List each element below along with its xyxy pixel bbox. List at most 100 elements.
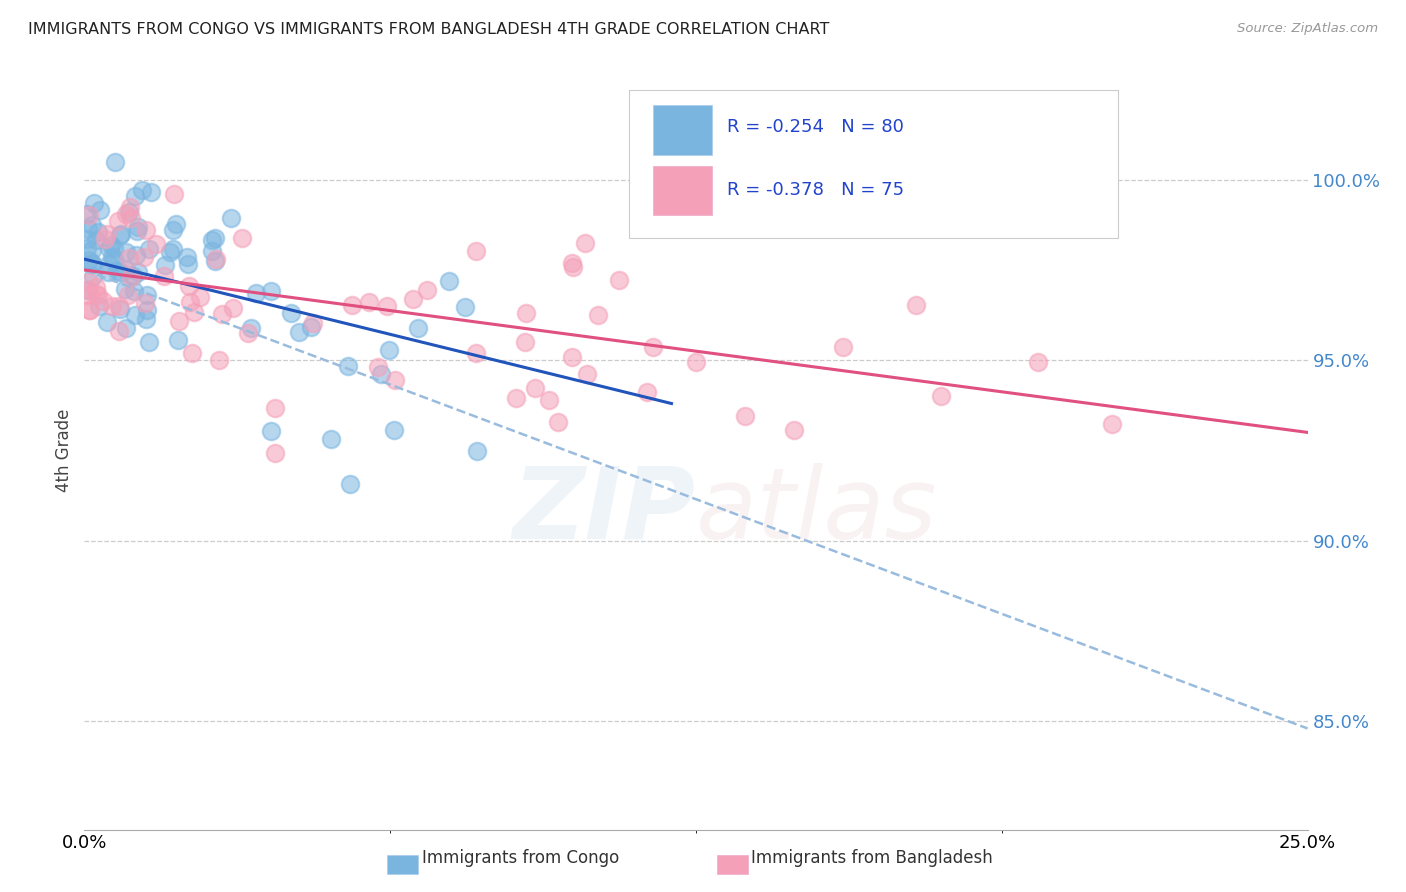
Point [260,285,283,299]
Point [299,320,322,334]
Text: R = -0.378   N = 75: R = -0.378 N = 75 [727,181,904,200]
Point [131,184,153,198]
Point [82,219,104,233]
Point [561,351,583,365]
Point [538,392,561,407]
Point [125,224,148,238]
Point [100,237,122,252]
Point [574,236,596,251]
Point [340,298,363,312]
Point [84,233,107,247]
Point [211,307,233,321]
Point [124,248,146,262]
Point [108,265,131,279]
Point [103,252,125,266]
Point [108,228,131,243]
Point [524,381,547,395]
Point [103,241,125,255]
Point [80,244,103,258]
Point [402,293,425,307]
Point [245,285,267,300]
Point [288,325,311,339]
Point [77,221,100,235]
Point [91,294,114,309]
Point [176,251,198,265]
Point [367,359,389,374]
Point [586,309,609,323]
Point [685,354,707,368]
Point [136,302,159,317]
Point [76,283,98,297]
Point [89,299,111,313]
Point [97,265,120,279]
Point [643,341,665,355]
Text: R = -0.254   N = 80: R = -0.254 N = 80 [727,118,904,136]
Point [135,311,157,326]
Point [377,299,399,313]
Point [547,415,569,429]
Point [115,263,138,277]
Point [162,223,184,237]
Point [183,305,205,319]
Point [607,273,630,287]
Point [87,226,110,240]
Point [263,401,285,416]
Point [204,231,226,245]
Point [105,263,128,277]
Point [139,185,162,199]
Point [929,389,952,403]
Point [127,219,149,234]
Point [115,207,138,221]
Point [406,320,429,334]
Point [77,287,100,301]
Point [167,334,190,348]
Point [1028,355,1050,369]
Point [222,301,245,315]
Point [219,211,242,225]
Point [240,321,263,335]
Point [118,252,141,266]
FancyBboxPatch shape [654,166,711,216]
Point [89,202,111,217]
Point [165,217,187,231]
Point [120,269,142,284]
Point [82,268,104,283]
Point [162,243,184,257]
Point [561,260,583,275]
Point [121,268,143,283]
Point [117,205,139,219]
Point [101,299,124,313]
Point [76,241,98,255]
Point [76,207,98,221]
Point [1101,417,1123,432]
Point [84,280,107,294]
Point [336,359,359,373]
Point [831,340,853,354]
Point [135,223,157,237]
Point [114,321,136,335]
Point [76,232,98,246]
Point [384,373,406,387]
Point [132,250,155,264]
Point [94,232,117,246]
Point [115,245,138,260]
Point [177,257,200,271]
Point [98,256,121,270]
Point [153,258,176,272]
Point [204,254,226,268]
Point [80,256,103,270]
Point [120,211,142,225]
Point [378,343,401,358]
Point [280,306,302,320]
Point [96,227,118,241]
Point [83,195,105,210]
Point [177,279,200,293]
Text: Immigrants from Congo: Immigrants from Congo [422,849,619,867]
Point [467,444,489,458]
Point [124,308,146,322]
Point [238,326,260,341]
Point [96,315,118,329]
Point [179,294,201,309]
Text: atlas: atlas [696,463,938,559]
Point [437,274,460,288]
